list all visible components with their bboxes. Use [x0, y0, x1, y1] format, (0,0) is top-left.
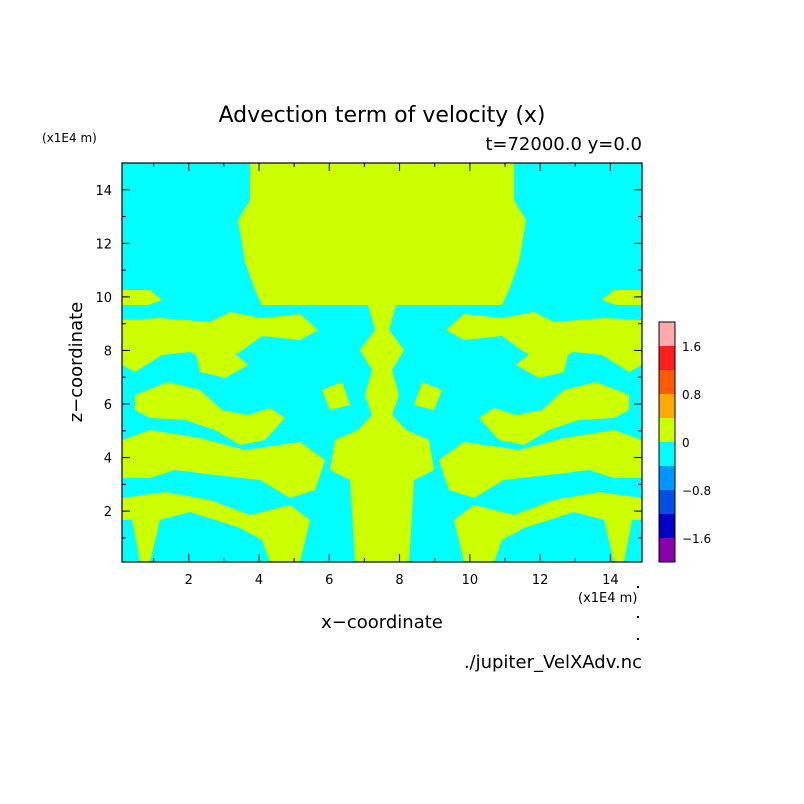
y-tick-label: 14 — [95, 184, 112, 199]
y-tick-label: 12 — [95, 237, 112, 252]
y-tick-label: 10 — [95, 291, 112, 306]
colorbar-segment — [659, 442, 675, 466]
x-tick-label: 8 — [395, 573, 403, 588]
x-tick-label: 14 — [602, 573, 619, 588]
colorbar-segment — [659, 322, 675, 346]
dot-mark — [637, 638, 639, 640]
colorbar-tick-label: 0.8 — [682, 388, 701, 402]
colorbar-segment — [659, 466, 675, 490]
chart-title: Advection term of velocity (x) — [218, 103, 545, 128]
y-tick-label: 6 — [104, 398, 112, 413]
colorbar-segment — [659, 418, 675, 442]
colorbar-segment — [659, 514, 675, 538]
x-tick-label: 6 — [325, 573, 333, 588]
x-unit-label: (x1E4 m) — [578, 591, 637, 606]
colorbar-segment — [659, 370, 675, 394]
x-tick-label: 2 — [185, 573, 193, 588]
y-unit-label: (x1E4 m) — [42, 131, 97, 145]
colorbar-segment — [659, 538, 675, 562]
source-file-label: ./jupiter_VelXAdv.nc — [464, 652, 642, 673]
y-tick-label: 8 — [104, 344, 112, 359]
colorbar-tick-label: 1.6 — [682, 340, 701, 354]
plot-frame — [121, 162, 643, 563]
dot-mark — [637, 586, 639, 588]
colorbar-frame — [658, 321, 676, 563]
x-axis-label: x−coordinate — [321, 612, 443, 633]
colorbar-segment — [659, 490, 675, 514]
y-axis-label: z−coordinate — [66, 302, 87, 423]
colorbar-tick-label: −1.6 — [682, 532, 711, 546]
y-tick-label: 4 — [104, 452, 112, 467]
x-tick-label: 10 — [462, 573, 479, 588]
x-tick-label: 12 — [532, 573, 549, 588]
colorbar-tick-label: −0.8 — [682, 484, 711, 498]
colorbar-segment — [659, 346, 675, 370]
colorbar: −1.6 −0.8 0 0.8 1.6 — [658, 321, 711, 563]
x-tick-label: 4 — [255, 573, 263, 588]
y-tick-label: 2 — [104, 505, 112, 520]
colorbar-tick-label: 0 — [682, 436, 690, 450]
dot-mark — [637, 616, 639, 618]
axes: 2 4 6 8 10 12 14 2 4 6 8 10 12 14 — [95, 163, 642, 588]
chart-subtitle: t=72000.0 y=0.0 — [485, 134, 642, 155]
colorbar-segment — [659, 394, 675, 418]
